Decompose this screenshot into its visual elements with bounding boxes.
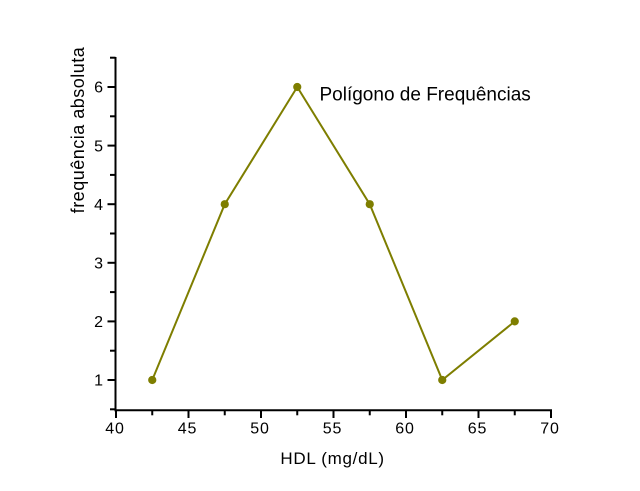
svg-text:1: 1	[94, 373, 103, 390]
svg-text:60: 60	[395, 421, 414, 438]
svg-text:50: 50	[250, 421, 269, 438]
svg-text:40: 40	[105, 421, 124, 438]
svg-text:4: 4	[94, 197, 103, 214]
svg-text:frequência absoluta: frequência absoluta	[68, 46, 88, 213]
svg-text:6: 6	[94, 80, 103, 97]
svg-text:5: 5	[94, 138, 103, 155]
svg-text:2: 2	[94, 314, 103, 331]
svg-text:Polígono de Frequências: Polígono de Frequências	[320, 85, 531, 106]
svg-text:65: 65	[468, 421, 487, 438]
svg-text:55: 55	[323, 421, 342, 438]
svg-text:3: 3	[94, 256, 103, 273]
svg-text:70: 70	[540, 421, 559, 438]
svg-text:HDL (mg/dL): HDL (mg/dL)	[280, 449, 384, 468]
svg-text:45: 45	[178, 421, 197, 438]
